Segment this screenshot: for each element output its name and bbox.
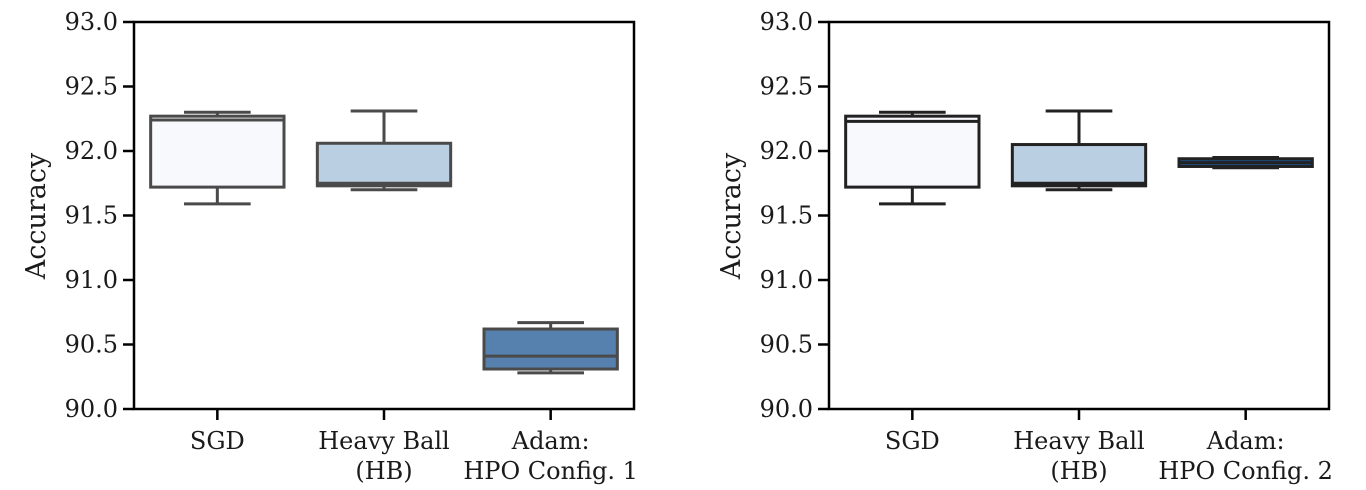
- box-2: [315, 109, 453, 192]
- x-tick-label: Heavy Ball: [318, 427, 449, 455]
- x-tick-label: Adam:: [1206, 427, 1285, 455]
- y-tick-label: 91.0: [760, 266, 813, 294]
- plot-frame: [827, 20, 1331, 411]
- y-tick-label: 91.5: [760, 202, 813, 230]
- box-iqr: [844, 114, 981, 189]
- y-tick-label: 90.5: [65, 331, 118, 359]
- y-tick-label: 92.5: [65, 73, 118, 101]
- x-tick-label: HPO Config. 2: [1158, 457, 1333, 485]
- y-tick-label: 92.0: [760, 137, 813, 165]
- box-iqr: [482, 327, 619, 371]
- panel-1: 90.0 90.5 91.0 91.5 92.0 92.5 93.0 Accuracy SGD H…: [21, 8, 638, 485]
- box-iqr: [149, 114, 286, 189]
- box-iqr: [315, 141, 453, 188]
- x-tick-label: SGD: [885, 427, 940, 455]
- y-tick-label: 90.0: [760, 395, 813, 423]
- y-axis-label: Accuracy: [716, 152, 747, 280]
- box-3: [1177, 155, 1314, 170]
- box-1: [149, 110, 286, 206]
- y-axis-label: Accuracy: [21, 152, 52, 280]
- x-tick-label: (HB): [355, 457, 412, 485]
- y-tick-label: 90.5: [760, 331, 813, 359]
- panel-2: 90.0 90.5 91.0 91.5 92.0 92.5 93.0 Accuracy SGD H…: [716, 8, 1333, 485]
- x-tick-label: (HB): [1050, 457, 1107, 485]
- y-tick-label: 90.0: [65, 395, 118, 423]
- y-tick-label: 92.5: [760, 73, 813, 101]
- box-3: [482, 321, 619, 375]
- x-tick-label: SGD: [190, 427, 245, 455]
- box-iqr: [1010, 143, 1148, 188]
- y-tick-label: 93.0: [65, 8, 118, 36]
- box-1: [844, 110, 981, 206]
- x-tick-label: Adam:: [511, 427, 590, 455]
- x-tick-label: Heavy Ball: [1013, 427, 1144, 455]
- y-tick-label: 93.0: [760, 8, 813, 36]
- x-tick-label: HPO Config. 1: [463, 457, 638, 485]
- box-2: [1010, 109, 1148, 192]
- y-tick-label: 92.0: [65, 137, 118, 165]
- y-tick-label: 91.0: [65, 266, 118, 294]
- y-tick-label: 91.5: [65, 202, 118, 230]
